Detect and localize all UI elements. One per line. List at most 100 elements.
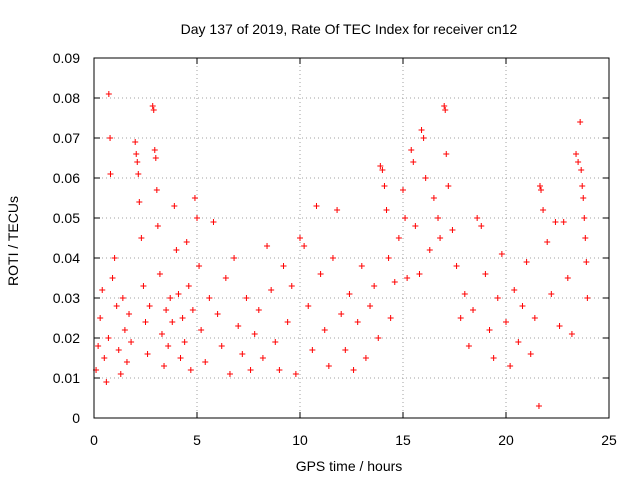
data-point — [453, 263, 460, 269]
data-point — [198, 327, 205, 333]
data-point — [350, 367, 357, 373]
data-point — [375, 335, 382, 341]
x-tick-label: 15 — [395, 432, 411, 448]
data-point — [173, 247, 180, 253]
data-point — [149, 103, 156, 109]
data-point — [445, 183, 452, 189]
data-point — [222, 275, 229, 281]
data-point — [119, 295, 126, 301]
data-point — [498, 251, 505, 257]
data-point — [321, 327, 328, 333]
data-point — [575, 159, 582, 165]
data-point — [177, 355, 184, 361]
data-point — [426, 247, 433, 253]
data-point — [584, 295, 591, 301]
data-point — [556, 323, 563, 329]
data-point — [158, 331, 165, 337]
data-point — [531, 315, 538, 321]
data-point — [128, 339, 135, 345]
data-point — [535, 403, 542, 409]
data-point — [247, 367, 254, 373]
data-point — [103, 379, 110, 385]
data-point — [461, 291, 468, 297]
plot-frame — [93, 57, 610, 419]
data-point — [135, 171, 142, 177]
data-point — [183, 239, 190, 245]
y-tick-label: 0.08 — [53, 90, 80, 106]
data-point — [552, 219, 559, 225]
data-point — [284, 319, 291, 325]
data-point — [449, 227, 456, 233]
data-point — [196, 263, 203, 269]
data-point — [548, 291, 555, 297]
data-point — [214, 311, 221, 317]
data-point — [210, 219, 217, 225]
data-point — [133, 151, 140, 157]
data-point — [181, 339, 188, 345]
data-point — [272, 339, 279, 345]
data-point — [519, 303, 526, 309]
data-point — [391, 279, 398, 285]
data-point — [161, 363, 168, 369]
data-point — [259, 355, 266, 361]
data-point — [443, 151, 450, 157]
data-point — [358, 263, 365, 269]
data-points — [93, 91, 591, 409]
data-point — [264, 243, 271, 249]
data-point — [292, 371, 299, 377]
data-point — [194, 215, 200, 221]
data-point — [400, 187, 406, 193]
data-point — [486, 327, 493, 333]
data-point — [362, 355, 369, 361]
data-point — [167, 295, 174, 301]
data-point — [317, 271, 324, 277]
x-tick-label: 0 — [90, 432, 98, 448]
data-point — [408, 147, 415, 153]
data-point — [470, 307, 477, 313]
data-point — [117, 371, 124, 377]
data-point — [346, 291, 353, 297]
data-point — [121, 327, 128, 333]
data-point — [379, 167, 386, 173]
data-point — [280, 263, 287, 269]
data-point — [255, 307, 262, 313]
data-point — [239, 351, 246, 357]
data-point — [151, 147, 158, 153]
data-point — [573, 151, 580, 157]
data-point — [185, 283, 192, 289]
data-point — [154, 223, 161, 229]
data-point — [564, 275, 571, 281]
data-point — [105, 91, 112, 97]
data-point — [544, 239, 551, 245]
x-tick-label: 5 — [193, 432, 201, 448]
data-point — [134, 159, 141, 165]
y-tick-label: 0 — [72, 410, 80, 426]
y-tick-label: 0.03 — [53, 290, 80, 306]
data-point — [243, 295, 250, 301]
data-point — [187, 367, 194, 373]
data-point — [305, 303, 312, 309]
data-point — [206, 295, 213, 301]
data-point — [189, 307, 196, 313]
data-point — [511, 287, 518, 293]
data-point — [99, 287, 106, 293]
data-point — [202, 359, 209, 365]
y-axis-label: ROTI / TECUs — [5, 196, 21, 286]
data-point — [140, 283, 147, 289]
data-point — [503, 319, 509, 325]
x-tick-label: 20 — [498, 432, 514, 448]
axis-ticks: 0 0.01 0.02 0.03 0.04 0.05 0.06 0.07 0.08 0.09 0 5 1… — [53, 50, 617, 448]
data-point — [297, 235, 303, 241]
data-point — [387, 315, 394, 321]
data-point — [490, 355, 497, 361]
data-point — [109, 275, 116, 281]
data-point — [288, 283, 295, 289]
data-point — [313, 203, 320, 209]
data-point — [540, 207, 547, 213]
data-point — [527, 351, 534, 357]
data-point — [309, 347, 316, 353]
y-tick-label: 0.01 — [53, 370, 80, 386]
data-point — [276, 367, 283, 373]
data-point — [395, 235, 402, 241]
